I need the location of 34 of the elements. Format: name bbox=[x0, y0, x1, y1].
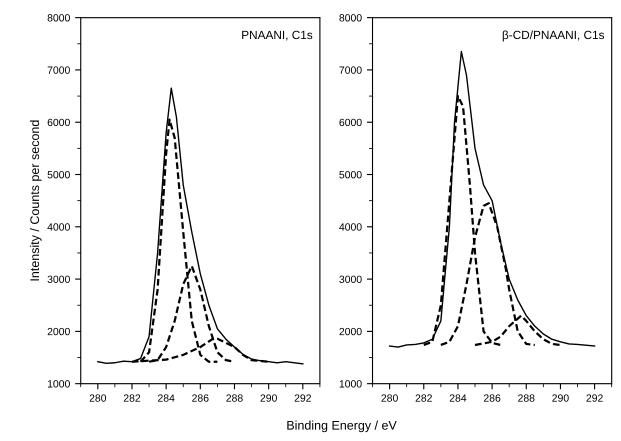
y-tick-label: 7000 bbox=[339, 66, 362, 74]
y-tick-label: 6000 bbox=[48, 118, 70, 126]
x-tick-label: 280 bbox=[381, 394, 398, 402]
y-tick-label: 5000 bbox=[339, 171, 362, 178]
x-tick-label: 284 bbox=[450, 394, 466, 402]
x-tick-label: 284 bbox=[158, 394, 175, 402]
x-tick-label: 290 bbox=[260, 394, 277, 402]
y-tick-label: 4000 bbox=[339, 223, 362, 231]
x-tick-label: 282 bbox=[416, 394, 432, 402]
x-tick-label: 280 bbox=[90, 394, 106, 402]
x-tick-label: 288 bbox=[226, 394, 243, 402]
y-tick-label: 3000 bbox=[339, 276, 362, 283]
y-tick-label: 5000 bbox=[48, 171, 70, 178]
x-tick-label: 288 bbox=[518, 394, 535, 402]
y-tick-label: 1000 bbox=[48, 380, 70, 388]
x-tick-label: 286 bbox=[484, 394, 500, 402]
x-tick-label: 292 bbox=[586, 394, 603, 402]
annotation: PNAANI, C1s bbox=[242, 30, 312, 41]
y-tick-label: 4000 bbox=[47, 223, 70, 231]
y-tick-label: 1000 bbox=[340, 380, 362, 388]
y-axis-title: Intensity / Counts per second bbox=[30, 120, 42, 280]
annotation: β-CD/PNAANI, C1s bbox=[502, 30, 604, 42]
y-tick-label: 3000 bbox=[48, 276, 70, 283]
x-axis-title: Binding Energy / eV bbox=[287, 420, 397, 432]
x-tick-label: 286 bbox=[192, 394, 209, 402]
y-tick-label: 8000 bbox=[48, 14, 70, 22]
y-tick-label: 2000 bbox=[339, 328, 362, 336]
y-tick-label: 8000 bbox=[339, 14, 362, 22]
x-tick-label: 282 bbox=[124, 394, 140, 402]
x-tick-label: 290 bbox=[552, 394, 569, 402]
y-tick-label: 7000 bbox=[48, 66, 70, 74]
y-tick-label: 2000 bbox=[48, 328, 70, 336]
x-tick-label: 292 bbox=[294, 394, 311, 402]
y-tick-label: 6000 bbox=[339, 118, 362, 126]
